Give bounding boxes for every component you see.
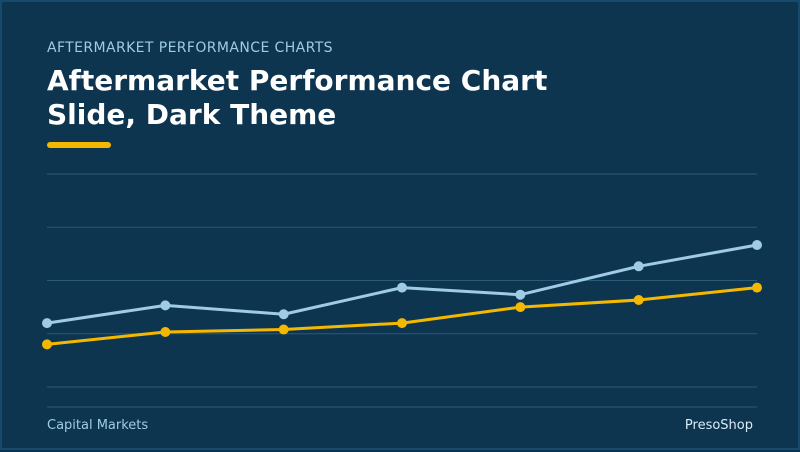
data-point [515, 289, 526, 300]
data-point [42, 339, 52, 350]
series-2 [42, 282, 762, 350]
footer-brand: PresoShop [684, 418, 753, 433]
series-1 [42, 240, 762, 329]
data-point [160, 300, 171, 311]
data-point [752, 282, 762, 293]
data-point [278, 309, 289, 320]
eyebrow-label: AFTERMARKET PERFORMANCE CHARTS [47, 40, 333, 56]
series-layer [42, 240, 762, 350]
title-accent-bar [47, 142, 111, 148]
data-point [397, 282, 407, 293]
series-line [46, 286, 758, 346]
footer-company: Capital Markets [47, 418, 149, 433]
slide-title: Aftermarket Performance Chart Slide, Dar… [47, 64, 548, 131]
data-point [278, 324, 289, 335]
data-point [515, 302, 526, 313]
data-point [633, 261, 644, 272]
data-point [42, 318, 52, 329]
data-point [397, 318, 407, 329]
data-point [752, 240, 762, 250]
grid-layer [47, 173, 757, 408]
data-point [160, 326, 171, 337]
data-point [633, 295, 644, 306]
